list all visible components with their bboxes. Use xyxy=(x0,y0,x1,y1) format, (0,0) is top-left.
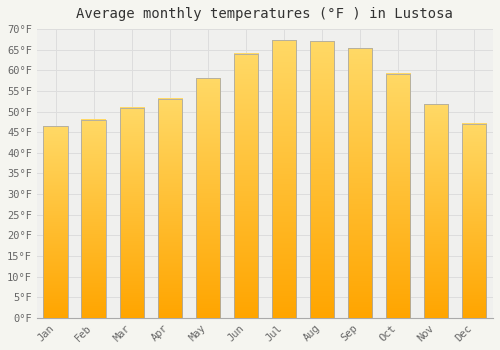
Title: Average monthly temperatures (°F ) in Lustosa: Average monthly temperatures (°F ) in Lu… xyxy=(76,7,454,21)
Bar xyxy=(120,108,144,318)
Bar xyxy=(424,104,448,318)
Bar xyxy=(386,74,410,318)
Bar xyxy=(348,48,372,318)
Bar xyxy=(310,41,334,318)
Bar xyxy=(196,78,220,318)
Bar xyxy=(82,120,106,318)
Bar xyxy=(462,124,486,318)
Bar xyxy=(44,126,68,318)
Bar xyxy=(272,40,296,318)
Bar xyxy=(234,54,258,318)
Bar xyxy=(158,99,182,318)
